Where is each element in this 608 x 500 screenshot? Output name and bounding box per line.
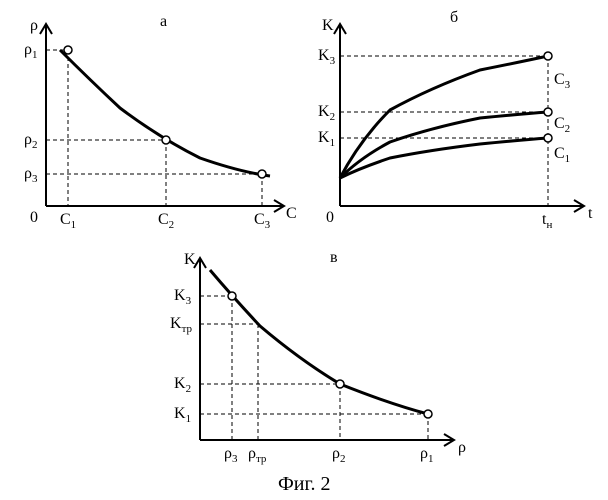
panel-v-r3: ρ3 <box>224 445 238 465</box>
panel-b-label: б <box>450 9 458 26</box>
panel-v-axes: K ρ <box>184 251 466 456</box>
panel-v-guides <box>200 292 432 440</box>
panel-b: б K t 0 K3 K2 K1 C3 C2 <box>318 9 593 231</box>
point-b-1 <box>544 134 552 142</box>
panel-a-label: а <box>160 13 167 30</box>
panel-a-y2: ρ2 <box>24 131 37 151</box>
curve-label-c1: C1 <box>554 145 570 165</box>
panel-v-k1: K1 <box>174 405 191 425</box>
panel-v-r2: ρ2 <box>332 445 345 465</box>
point-a-2 <box>162 136 170 144</box>
panel-a-origin: 0 <box>30 209 38 226</box>
panel-v-k3: K3 <box>174 287 192 307</box>
panel-a: а ρ C 0 ρ1 ρ2 <box>24 13 297 231</box>
point-v-2 <box>336 380 344 388</box>
panel-v-ktr: Kтр <box>170 315 193 335</box>
panel-b-k3: K3 <box>318 47 336 67</box>
panel-b-ylabel: K <box>322 17 334 34</box>
panel-b-k2: K2 <box>318 103 335 123</box>
panel-a-ylabel: ρ <box>30 17 38 34</box>
panel-b-k1: K1 <box>318 129 335 149</box>
panel-b-tn: tн <box>542 211 552 231</box>
panel-v-rtr: ρтр <box>248 445 267 465</box>
panel-a-xlabel: C <box>286 205 297 222</box>
panel-a-x3: C3 <box>254 211 271 231</box>
point-a-1 <box>64 46 72 54</box>
point-b-2 <box>544 108 552 116</box>
panel-a-curve <box>60 50 270 176</box>
point-a-3 <box>258 170 266 178</box>
panel-b-xlabel: t <box>588 205 593 222</box>
panel-a-x1: C1 <box>60 211 76 231</box>
curve-c3 <box>340 56 548 178</box>
point-v-1 <box>424 410 432 418</box>
panel-a-y1: ρ1 <box>24 41 37 61</box>
curve-label-c2: C2 <box>554 115 570 135</box>
figure-caption: Фиг. 2 <box>278 473 330 495</box>
curve-c2 <box>340 112 548 178</box>
panel-a-y3: ρ3 <box>24 165 38 185</box>
point-b-3 <box>544 52 552 60</box>
panel-v-ylabel: K <box>184 251 196 268</box>
curve-label-c3: C3 <box>554 71 571 91</box>
panel-b-origin: 0 <box>326 209 334 226</box>
panel-v: в K ρ K3 Kтр K2 K1 ρ3 ρтр ρ2 <box>170 249 466 465</box>
panel-v-k2: K2 <box>174 375 191 395</box>
panel-v-curve <box>210 270 428 414</box>
panel-v-xlabel: ρ <box>458 439 466 456</box>
point-v-3 <box>228 292 236 300</box>
curve-c1 <box>340 138 548 178</box>
panel-a-x2: C2 <box>158 211 174 231</box>
panel-v-label: в <box>330 249 338 266</box>
panel-v-r1: ρ1 <box>420 445 433 465</box>
